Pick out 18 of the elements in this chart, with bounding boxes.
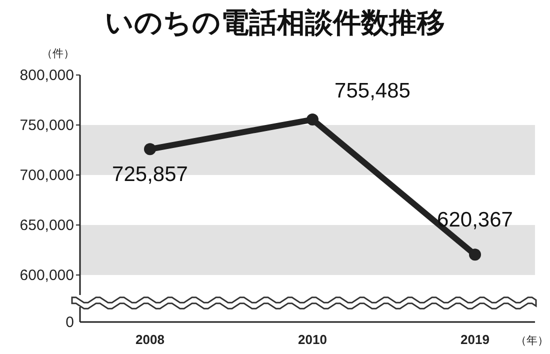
text: 0 bbox=[66, 314, 74, 331]
y-tick-label: 650,000 bbox=[20, 217, 74, 234]
chart-title: いのちの電話相談件数推移 bbox=[105, 7, 445, 38]
data-label: 755,485 bbox=[334, 80, 410, 103]
y-tick-label: 750,000 bbox=[20, 117, 74, 134]
point bbox=[469, 248, 481, 261]
data-label: 620,367 bbox=[437, 208, 513, 232]
x-tick-label: 2019 bbox=[460, 332, 490, 347]
x-axis-title: （年） bbox=[516, 335, 548, 347]
point bbox=[144, 143, 156, 156]
point bbox=[306, 114, 318, 126]
x-tick-label: 2010 bbox=[298, 332, 327, 347]
y-tick-label: 600,000 bbox=[20, 267, 74, 284]
data-label: 725,857 bbox=[112, 163, 188, 186]
y-tick-label: 700,000 bbox=[20, 167, 74, 184]
y-axis-title: （件） bbox=[42, 48, 74, 60]
x-tick-label: 2008 bbox=[136, 332, 164, 347]
y-tick-label: 800,000 bbox=[20, 67, 74, 84]
